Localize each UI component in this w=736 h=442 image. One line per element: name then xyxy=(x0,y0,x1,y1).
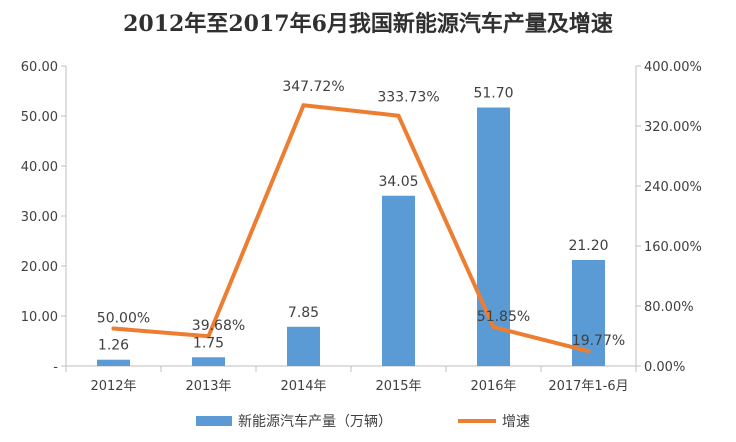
right-axis-tick-label: 320.00% xyxy=(644,120,702,135)
growth-point xyxy=(586,349,591,354)
growth-data-label: 51.85% xyxy=(477,309,530,325)
chart-title: 2012年至2017年6月我国新能源汽车产量及增速 xyxy=(123,11,613,37)
growth-point xyxy=(396,113,401,118)
right-axis-tick-label: 240.00% xyxy=(644,180,702,195)
bar-data-label: 21.20 xyxy=(568,238,608,254)
growth-data-label: 50.00% xyxy=(97,311,150,327)
left-axis-tick-label: 10.00 xyxy=(21,310,58,325)
growth-point xyxy=(491,325,496,330)
x-axis-tick-label: 2012年 xyxy=(90,379,136,394)
growth-line xyxy=(111,103,591,354)
bar-data-label: 51.70 xyxy=(473,86,513,102)
bar xyxy=(382,195,415,366)
bar-data-label: 1.26 xyxy=(98,338,129,354)
legend-line-label: 增速 xyxy=(502,414,530,430)
bar-data-label: 1.75 xyxy=(193,335,224,351)
left-axis-tick-label: 60.00 xyxy=(21,60,58,75)
growth-data-label: 333.73% xyxy=(377,90,439,106)
x-axis-tick-label: 2013年 xyxy=(185,379,231,394)
x-axis-tick-label: 2015年 xyxy=(375,379,421,394)
right-axis-tick-label: 160.00% xyxy=(644,240,702,255)
left-axis-tick-label: 40.00 xyxy=(21,160,58,175)
right-axis-tick-label: 80.00% xyxy=(644,300,694,315)
growth-point xyxy=(301,103,306,108)
legend-bar-swatch xyxy=(196,416,232,426)
left-axis-tick-label: 30.00 xyxy=(21,210,58,225)
bar xyxy=(287,326,320,366)
x-axis-tick-label: 2016年 xyxy=(470,379,516,394)
bar xyxy=(192,357,225,366)
x-axis-tick-label: 2014年 xyxy=(280,379,326,394)
growth-point xyxy=(111,326,116,331)
right-axis-tick-label: 0.00% xyxy=(644,360,685,375)
right-axis-tick-label: 400.00% xyxy=(644,60,702,75)
bar-data-label: 7.85 xyxy=(288,305,319,321)
legend-bar-label: 新能源汽车产量（万辆） xyxy=(238,413,392,430)
x-axis-tick-label: 2017年1-6月 xyxy=(548,379,628,394)
growth-data-label: 39.68% xyxy=(192,318,245,334)
left-axis-tick-label: 50.00 xyxy=(21,110,58,125)
left-axis-tick-label: - xyxy=(53,360,58,375)
growth-point xyxy=(206,334,211,339)
bar xyxy=(97,359,130,366)
growth-data-label: 347.72% xyxy=(282,79,344,95)
growth-data-label: 19.77% xyxy=(572,333,625,349)
bar-data-label: 34.05 xyxy=(378,174,418,190)
left-axis-tick-label: 20.00 xyxy=(21,260,58,275)
